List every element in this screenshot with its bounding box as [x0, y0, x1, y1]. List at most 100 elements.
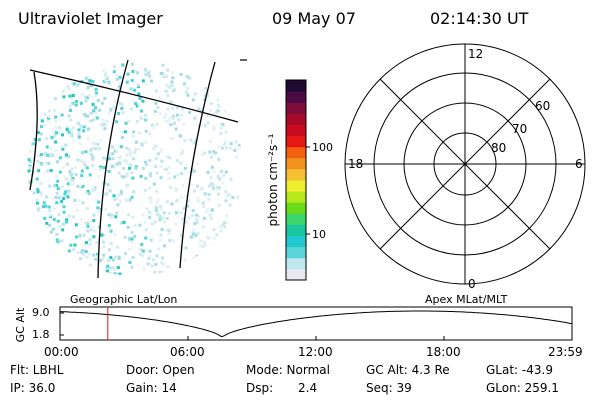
image-pixel — [180, 172, 184, 176]
image-pixel — [214, 111, 217, 115]
image-pixel — [130, 78, 134, 82]
image-pixel — [217, 157, 221, 161]
image-pixel — [207, 197, 211, 201]
image-pixel — [221, 123, 225, 126]
image-pixel — [118, 85, 121, 89]
image-pixel — [69, 108, 72, 112]
image-pixel — [65, 218, 69, 222]
image-pixel — [115, 197, 119, 201]
image-pixel — [67, 114, 71, 118]
mlt-label-right: 6 — [575, 157, 583, 171]
image-pixel — [140, 243, 144, 246]
image-pixel — [192, 257, 195, 261]
image-pixel — [69, 173, 73, 177]
image-pixel — [223, 143, 226, 147]
image-pixel — [72, 82, 76, 86]
image-pixel — [217, 203, 221, 207]
image-pixel — [141, 254, 145, 258]
image-pixel — [144, 176, 148, 180]
image-pixel — [79, 101, 83, 105]
image-pixel — [166, 228, 170, 232]
image-pixel — [207, 193, 211, 197]
image-pixel — [101, 257, 105, 261]
image-pixel — [212, 228, 216, 232]
colorbar-segment — [286, 180, 306, 192]
image-pixel — [143, 69, 147, 73]
image-pixel — [159, 164, 163, 168]
image-pixel — [219, 229, 223, 233]
image-pixel — [82, 253, 86, 257]
image-pixel — [67, 179, 71, 183]
image-pixel — [191, 228, 195, 232]
image-pixel — [142, 267, 146, 271]
image-pixel — [42, 123, 46, 127]
image-pixel — [141, 213, 145, 217]
colorbar-tick-label-10: 10 — [312, 228, 326, 241]
image-pixel — [129, 154, 133, 158]
image-pixel — [128, 237, 132, 241]
image-pixel — [52, 109, 56, 112]
image-pixel — [182, 206, 186, 210]
image-pixel — [59, 201, 63, 205]
image-pixel — [203, 151, 207, 155]
image-pixel — [132, 130, 136, 134]
image-pixel — [87, 119, 91, 123]
image-pixel — [135, 71, 139, 75]
image-pixel — [237, 197, 241, 201]
image-pixel — [82, 125, 86, 129]
image-pixel — [70, 134, 74, 138]
image-pixel — [201, 225, 205, 229]
image-pixel — [210, 165, 214, 169]
image-pixel — [194, 216, 198, 220]
image-pixel — [47, 205, 51, 209]
image-pixel — [153, 109, 157, 113]
image-pixel — [54, 97, 57, 101]
image-pixel — [64, 143, 68, 147]
image-pixel — [55, 201, 59, 205]
image-pixel — [61, 90, 65, 94]
image-pixel — [96, 253, 99, 256]
image-pixel — [171, 239, 175, 243]
image-pixel — [74, 165, 77, 169]
image-pixel — [105, 77, 109, 80]
image-pixel — [81, 161, 85, 164]
image-pixel — [125, 172, 129, 176]
colorbar-segment — [286, 202, 306, 214]
image-pixel — [124, 161, 128, 165]
image-pixel — [138, 252, 142, 256]
image-pixel — [186, 75, 190, 79]
image-pixel — [179, 211, 183, 215]
image-pixel — [100, 101, 104, 105]
image-pixel — [143, 67, 147, 71]
image-pixel — [214, 151, 218, 155]
observation-date: 09 May 07 — [272, 9, 356, 28]
image-pixel — [231, 196, 235, 200]
image-pixel — [203, 124, 207, 128]
image-pixel — [94, 94, 97, 98]
image-pixel — [148, 216, 152, 219]
image-pixel — [195, 213, 199, 217]
image-pixel — [119, 102, 123, 106]
image-pixel — [180, 113, 184, 117]
image-pixel — [106, 264, 110, 268]
image-pixel — [65, 128, 69, 132]
image-pixel — [92, 235, 96, 239]
image-pixel — [94, 106, 98, 110]
image-pixel — [96, 99, 100, 102]
image-pixel — [79, 218, 83, 222]
image-pixel — [42, 201, 46, 205]
image-pixel — [211, 183, 215, 186]
image-pixel — [37, 207, 41, 211]
image-pixel — [62, 222, 65, 226]
image-pixel — [67, 214, 71, 218]
image-pixel — [156, 106, 160, 109]
image-pixel — [173, 121, 177, 125]
timeline-left-title: Geographic Lat/Lon — [70, 293, 178, 306]
image-pixel — [212, 127, 216, 131]
image-pixel — [54, 115, 58, 119]
image-pixel — [154, 208, 158, 212]
image-pixel — [115, 162, 119, 166]
image-pixel — [163, 116, 167, 119]
image-pixel — [164, 119, 168, 123]
timeline-xtick-label-6: 06:00 — [170, 345, 205, 359]
